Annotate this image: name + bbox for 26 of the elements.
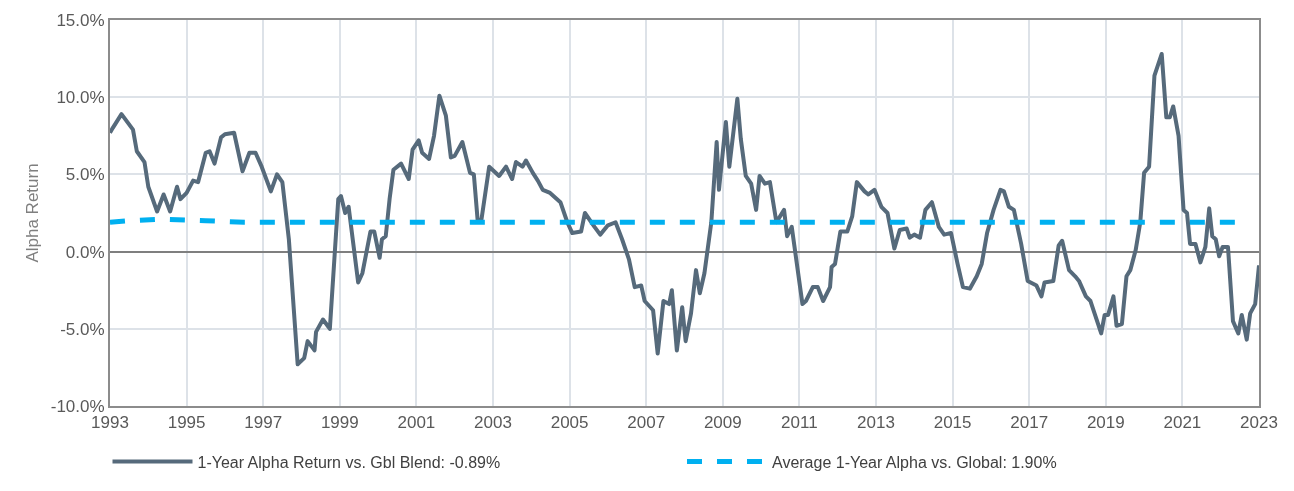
x-tick-label: 2003 xyxy=(474,413,512,433)
x-tick-label: 1995 xyxy=(167,413,206,433)
x-tick-label: 2011 xyxy=(781,413,818,433)
x-tick-label: 1993 xyxy=(91,413,129,433)
y-tick-label: 10.0% xyxy=(56,88,105,108)
x-tick-label: 2013 xyxy=(857,413,895,433)
x-tick-label: 2019 xyxy=(1086,413,1125,433)
x-tick-label: 2001 xyxy=(397,413,436,433)
x-tick-label: 2009 xyxy=(703,413,742,433)
x-tick-label: 1997 xyxy=(244,413,283,433)
y-tick-label: 0.0% xyxy=(65,242,105,262)
legend-label: Average 1-Year Alpha vs. Global: 1.90% xyxy=(772,453,1057,471)
y-tick-label: -10.0% xyxy=(50,396,105,416)
y-tick-label: 15.0% xyxy=(56,10,105,30)
x-tick-label: 2007 xyxy=(627,413,666,433)
x-tick-label: 2005 xyxy=(550,413,589,433)
y-tick-label: 5.0% xyxy=(65,165,105,185)
x-tick-label: 2015 xyxy=(933,413,972,433)
x-tick-label: 2021 xyxy=(1163,413,1202,433)
line-series xyxy=(110,51,1259,367)
legend-label: 1-Year Alpha Return vs. Gbl Blend: -0.89% xyxy=(197,453,501,471)
x-tick-label: 1999 xyxy=(320,413,359,433)
y-tick-label: -5.0% xyxy=(60,319,105,339)
x-tick-label: 2017 xyxy=(1010,413,1049,433)
y-axis-title: Alpha Return xyxy=(22,163,42,263)
x-tick-label: 2023 xyxy=(1240,413,1278,433)
